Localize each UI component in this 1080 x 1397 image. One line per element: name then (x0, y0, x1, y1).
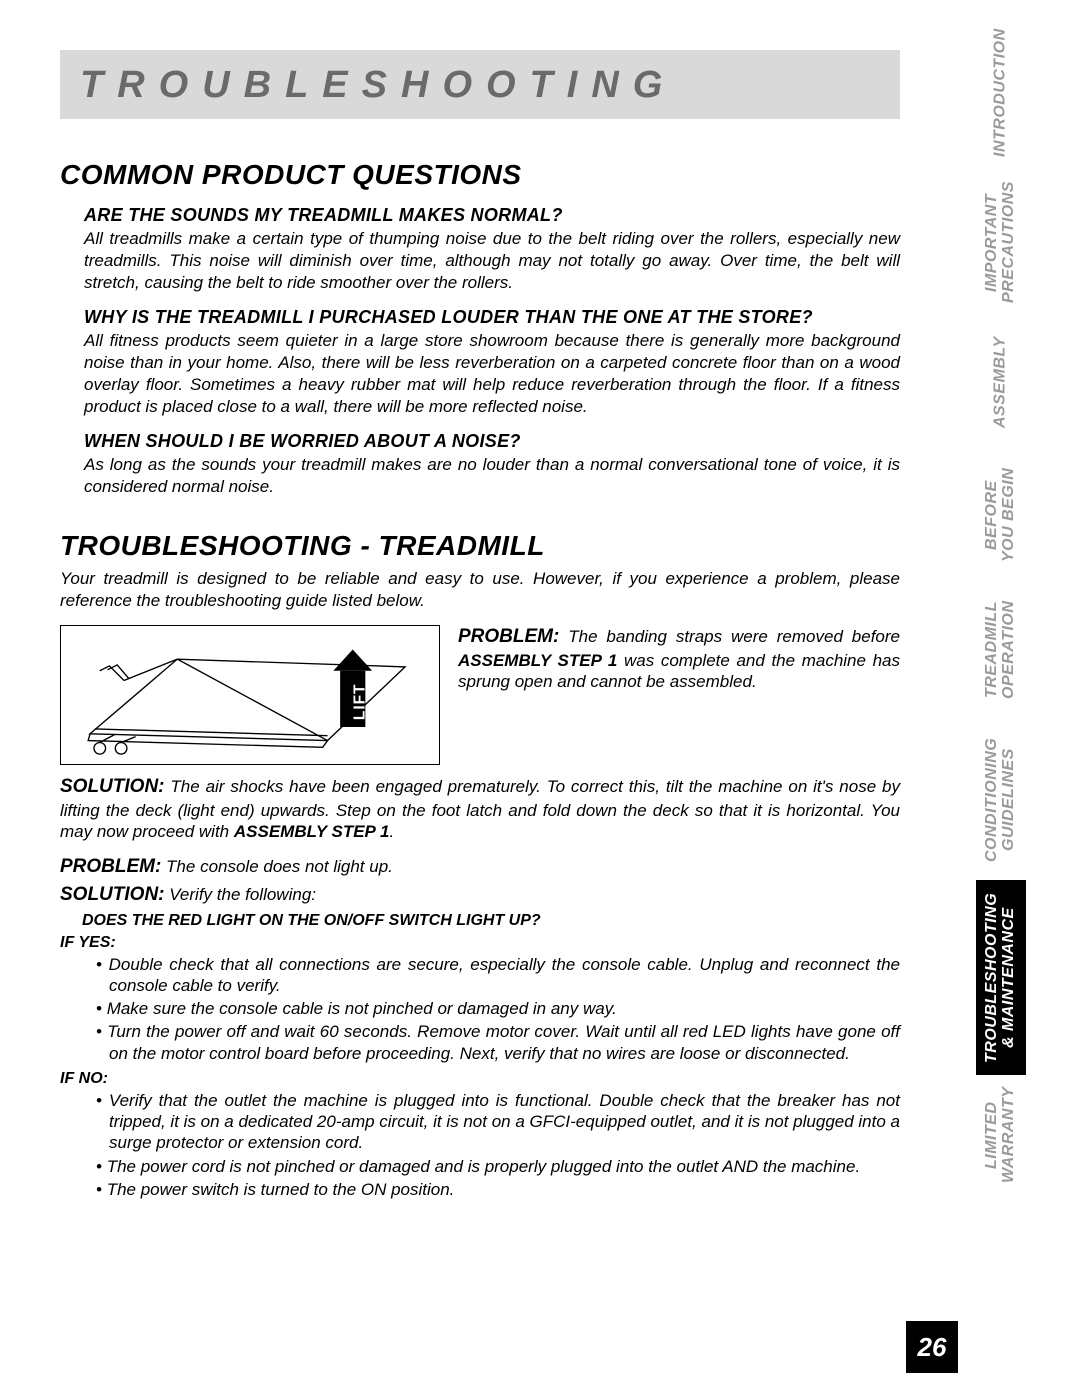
if-yes-list: Double check that all connections are se… (60, 954, 900, 1064)
q2-head: WHY IS THE TREADMILL I PURCHASED LOUDER … (60, 307, 900, 328)
q3-head: WHEN SHOULD I BE WORRIED ABOUT A NOISE? (60, 431, 900, 452)
side-tab-3[interactable]: BEFORE YOU BEGIN (976, 450, 1026, 580)
problem1-label: PROBLEM: (458, 626, 559, 647)
solution1-bold: ASSEMBLY STEP 1 (234, 822, 390, 841)
problem2-text: The console does not light up. (161, 857, 393, 876)
lift-arrow-label: LIFT (351, 684, 368, 721)
side-tab-1[interactable]: IMPORTANT PRECAUTIONS (976, 170, 1026, 315)
side-tab-7[interactable]: LIMITED WARRANTY (976, 1075, 1026, 1195)
solution1-block: SOLUTION: The air shocks have been engag… (60, 775, 900, 843)
problem1-text-pre: The banding straps were removed before (559, 627, 900, 646)
q2-body: All fitness products seem quieter in a l… (60, 330, 900, 417)
problem2-block: PROBLEM: The console does not light up. (60, 855, 900, 879)
side-tab-2[interactable]: ASSEMBLY (976, 315, 1026, 450)
section-title-troubleshooting: TROUBLESHOOTING - TREADMILL (60, 530, 900, 562)
side-tab-5[interactable]: CONDITIONING GUIDELINES (976, 720, 1026, 880)
side-tab-0[interactable]: INTRODUCTION (976, 15, 1026, 170)
q1-head: ARE THE SOUNDS MY TREADMILL MAKES NORMAL… (60, 205, 900, 226)
q1-body: All treadmills make a certain type of th… (60, 228, 900, 293)
q3-body: As long as the sounds your treadmill mak… (60, 454, 900, 498)
if-no-label: IF NO: (60, 1070, 900, 1088)
list-item: Double check that all connections are se… (96, 954, 900, 997)
list-item: The power cord is not pinched or damaged… (96, 1156, 900, 1177)
list-item: Verify that the outlet the machine is pl… (96, 1090, 900, 1154)
solution1-text-pre: The air shocks have been engaged prematu… (60, 777, 900, 841)
side-tabs: INTRODUCTIONIMPORTANT PRECAUTIONSASSEMBL… (976, 15, 1026, 1195)
page-number: 26 (906, 1321, 958, 1373)
section-title-questions: COMMON PRODUCT QUESTIONS (60, 159, 900, 191)
side-tab-6[interactable]: TROUBLESHOOTING & MAINTENANCE (976, 880, 1026, 1075)
problem1-bold: ASSEMBLY STEP 1 (458, 651, 617, 670)
if-no-list: Verify that the outlet the machine is pl… (60, 1090, 900, 1200)
side-tab-4[interactable]: TREADMILL OPERATION (976, 580, 1026, 720)
problem1-block: PROBLEM: The banding straps were removed… (458, 625, 900, 693)
solution1-label: SOLUTION: (60, 776, 165, 797)
treadmill-svg: LIFT (67, 632, 433, 758)
list-item: Turn the power off and wait 60 seconds. … (96, 1021, 900, 1064)
solution2-subquestion: DOES THE RED LIGHT ON THE ON/OFF SWITCH … (82, 912, 900, 930)
if-yes-label: IF YES: (60, 934, 900, 952)
solution1-text-post: . (389, 822, 394, 841)
problem2-label: PROBLEM: (60, 856, 161, 877)
list-item: Make sure the console cable is not pinch… (96, 998, 900, 1019)
page-title: TROUBLESHOOTING (80, 64, 880, 107)
solution2-label: SOLUTION: (60, 884, 165, 905)
page-root: TROUBLESHOOTING COMMON PRODUCT QUESTIONS… (0, 0, 1080, 1397)
solution2-text: Verify the following: (165, 885, 317, 904)
section2-intro: Your treadmill is designed to be reliabl… (60, 568, 900, 612)
list-item: The power switch is turned to the ON pos… (96, 1179, 900, 1200)
figure-row: LIFT PROBLEM: The banding straps were re… (60, 625, 900, 765)
solution2-block: SOLUTION: Verify the following: (60, 883, 900, 907)
treadmill-diagram: LIFT (60, 625, 440, 765)
header-band: TROUBLESHOOTING (60, 50, 900, 119)
content-column: TROUBLESHOOTING COMMON PRODUCT QUESTIONS… (60, 50, 900, 1206)
